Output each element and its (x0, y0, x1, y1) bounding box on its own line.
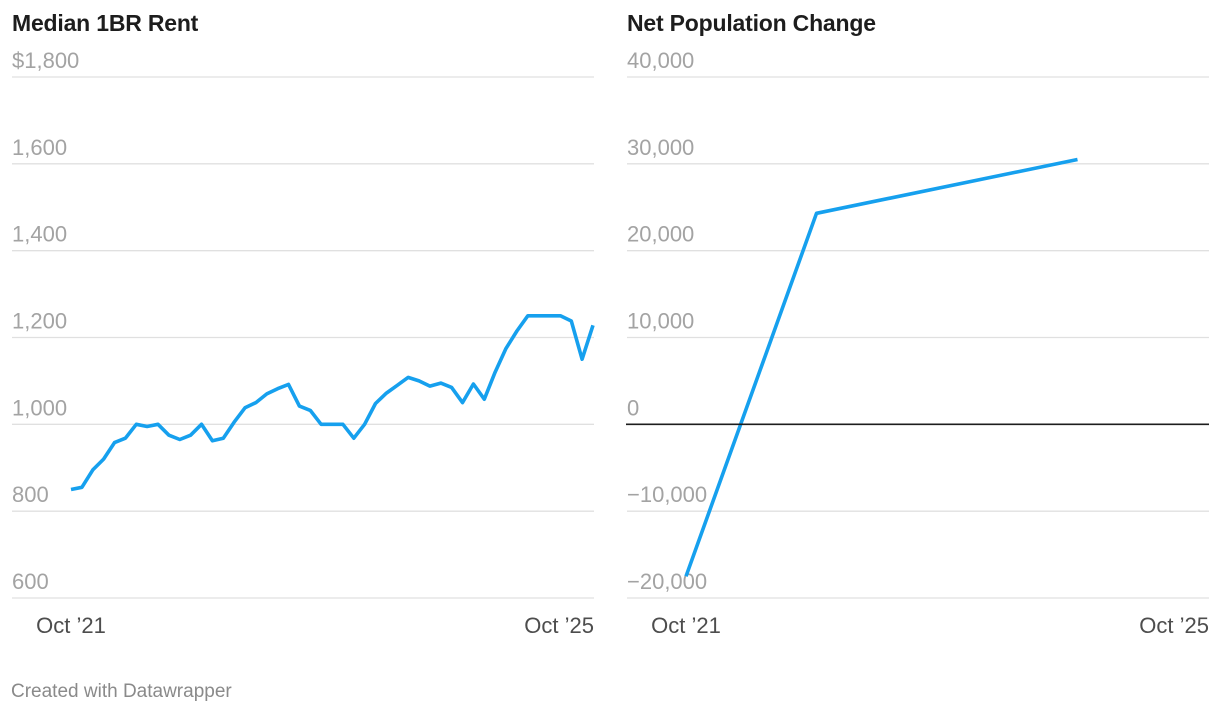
y-tick-label: 1,600 (12, 135, 67, 160)
y-tick-label: 0 (627, 395, 639, 420)
y-tick-label: 10,000 (627, 309, 694, 334)
credit-footer: Created with Datawrapper (11, 681, 232, 702)
y-tick-label: 20,000 (627, 222, 694, 247)
y-tick-label: 800 (12, 482, 49, 507)
y-tick-label: 1,200 (12, 309, 67, 334)
x-tick-label: Oct ’21 (36, 613, 106, 638)
y-tick-label: 30,000 (627, 135, 694, 160)
x-tick-label: Oct ’25 (524, 613, 594, 638)
y-tick-label: $1,800 (12, 48, 79, 73)
population-chart-plot: −20,000 −10,000 0 10,000 20,000 30,000 40,000 O… (626, 48, 1209, 638)
population-chart: Net Population Change −20,000 −10,000 0 10,… (626, 0, 1209, 660)
y-tick-label: 1,400 (12, 222, 67, 247)
chart-title: Net Population Change (627, 10, 876, 36)
y-tick-label: 1,000 (12, 395, 67, 420)
series-line (684, 157, 1078, 577)
y-tick-label: 600 (12, 569, 49, 594)
x-tick-label: Oct ’21 (651, 613, 721, 638)
series-line (70, 313, 595, 492)
y-tick-label: −10,000 (627, 482, 707, 507)
y-tick-label: −20,000 (627, 569, 707, 594)
x-tick-label: Oct ’25 (1139, 613, 1209, 638)
rent-chart-plot: 600 800 1,000 1,200 1,400 1,600 $1,800 Oct ’21 O… (12, 48, 595, 638)
y-tick-label: 40,000 (627, 48, 694, 73)
chart-title: Median 1BR Rent (12, 10, 199, 36)
rent-chart: Median 1BR Rent 600 800 1,000 1,200 1,400 1,6… (12, 0, 595, 660)
